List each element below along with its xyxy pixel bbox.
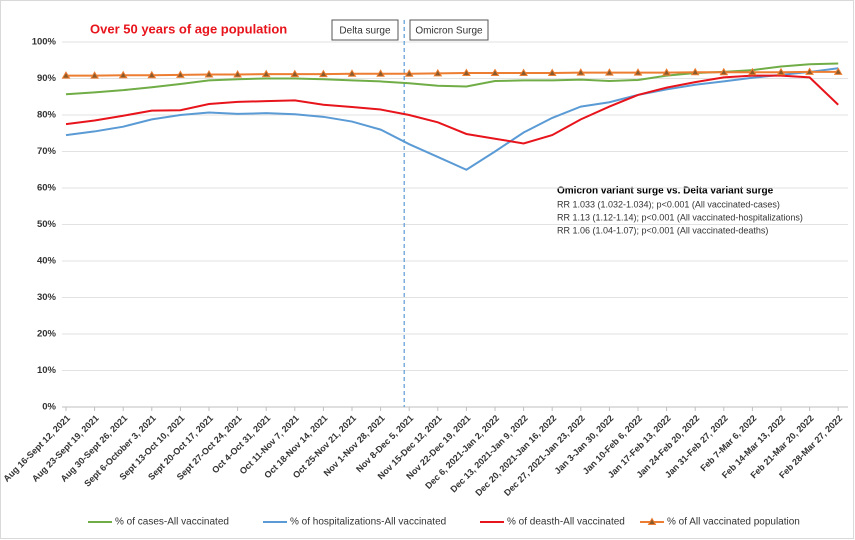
legend-marker xyxy=(647,517,657,525)
y-tick-label: 70% xyxy=(37,146,57,157)
marker xyxy=(719,67,729,76)
marker xyxy=(833,67,843,75)
marker xyxy=(805,67,814,75)
note-title: Omicron variant surge vs. Delta variant … xyxy=(557,186,774,197)
legend-label: % of hospitalizations-All vaccinated xyxy=(290,517,446,528)
marker xyxy=(462,68,471,77)
marker xyxy=(776,67,786,76)
marker xyxy=(233,69,242,78)
series-line xyxy=(65,74,839,145)
annotation: Omicron Surge xyxy=(415,26,483,37)
annotation: Delta surge xyxy=(339,26,391,37)
marker xyxy=(404,69,414,77)
legend-item: % of deasth-All vaccinated xyxy=(480,517,625,528)
chart-title: Over 50 years of age population xyxy=(90,21,287,36)
marker xyxy=(347,69,357,77)
y-tick-label: 60% xyxy=(37,183,57,194)
y-tick-label: 30% xyxy=(37,292,57,303)
marker xyxy=(433,68,443,77)
y-tick-label: 0% xyxy=(42,402,56,413)
note-line: RR 1.06 (1.04-1.07); p<0.001 (All vaccin… xyxy=(557,225,768,235)
marker xyxy=(118,70,128,79)
legend-label: % of deasth-All vaccinated xyxy=(507,517,625,528)
marker xyxy=(147,70,157,79)
marker xyxy=(605,68,614,76)
legend-label: % of All vaccinated population xyxy=(667,517,800,528)
note-line: RR 1.13 (1.12-1.14); p<0.001 (All vaccin… xyxy=(557,212,803,222)
annotation-box xyxy=(331,19,399,41)
marker xyxy=(547,68,557,77)
marker xyxy=(61,71,71,79)
series-line xyxy=(65,67,839,171)
marker xyxy=(576,68,586,76)
annotation-box xyxy=(409,19,489,41)
marker xyxy=(204,69,214,78)
marker xyxy=(90,71,99,79)
marker xyxy=(376,69,385,77)
y-tick-label: 20% xyxy=(37,329,57,340)
series-line xyxy=(66,70,839,77)
y-tick-label: 50% xyxy=(37,219,57,230)
legend-item: % of hospitalizations-All vaccinated xyxy=(263,517,446,528)
y-tick-label: 80% xyxy=(37,110,57,121)
marker xyxy=(490,68,500,77)
y-tick-label: 10% xyxy=(37,365,57,376)
marker xyxy=(748,67,757,76)
marker xyxy=(519,68,528,77)
marker xyxy=(319,69,328,78)
y-tick-label: 100% xyxy=(32,37,57,48)
note-line: RR 1.033 (1.032-1.034); p<0.001 (All vac… xyxy=(557,199,780,209)
legend-label: % of cases-All vaccinated xyxy=(115,517,229,528)
marker xyxy=(662,68,671,76)
marker xyxy=(290,69,300,78)
y-tick-label: 90% xyxy=(37,73,57,84)
marker xyxy=(633,68,643,76)
marker xyxy=(261,69,271,78)
legend-item: % of cases-All vaccinated xyxy=(88,517,229,528)
marker xyxy=(690,67,700,76)
y-tick-label: 40% xyxy=(37,256,57,267)
marker xyxy=(176,70,185,78)
legend-item: % of All vaccinated population xyxy=(640,517,800,528)
